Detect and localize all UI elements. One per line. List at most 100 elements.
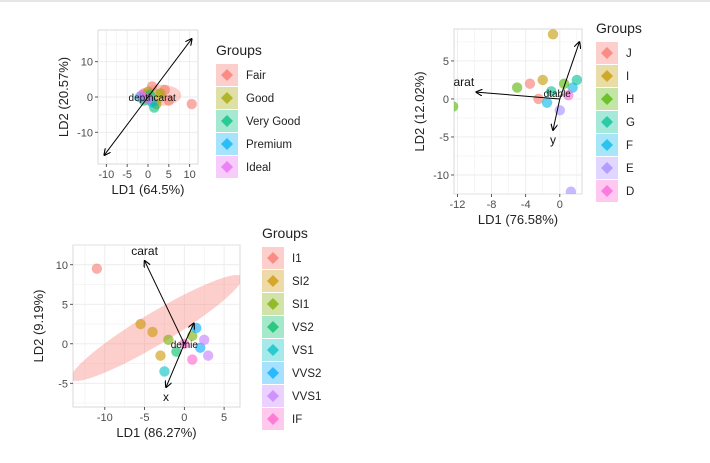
legend-label: SI2 — [292, 276, 309, 288]
data-point — [135, 318, 146, 330]
legend-diamond-icon — [267, 321, 279, 333]
x-tick-label: -12 — [449, 199, 465, 211]
legend-label: F — [626, 140, 633, 152]
data-point — [159, 366, 170, 377]
y-tick-label: 5 — [62, 299, 68, 311]
x-axis-title: LD1 (76.58%) — [478, 212, 558, 227]
y-tick-label: 10 — [56, 260, 68, 272]
axis-ticks: -10 -5 0 5 -5 0 5 10 — [56, 260, 227, 424]
x-tick-label: 0 — [145, 169, 151, 181]
loading-arrow-label: carat — [131, 244, 158, 258]
overlapping-variable-labels: depthcarat — [129, 93, 176, 104]
data-point — [571, 74, 582, 86]
x-tick-label: 5 — [166, 169, 172, 181]
data-point — [558, 78, 570, 89]
overlapping-variable-labels: dethie — [171, 340, 199, 351]
x-tick-label: -5 — [140, 412, 150, 424]
legend-label: VVS1 — [292, 391, 321, 403]
legend: Groups I1 SI2 SI1 VS2 VS1 VVS2 VVS1 IF — [262, 225, 321, 430]
data-point — [155, 350, 166, 361]
biplot-panel-3: carat x dethie -10 -5 0 5 -5 0 5 10 LD1 (86.27%) LD2… — [31, 225, 321, 440]
legend-label: H — [626, 94, 634, 106]
legend-diamond-icon — [221, 115, 233, 127]
y-axis-title: LD2 (20.57%) — [56, 57, 71, 137]
x-tick-label: -8 — [487, 199, 497, 211]
data-point — [199, 334, 210, 346]
y-tick-label: -5 — [439, 132, 449, 144]
y-tick-label: 0 — [62, 339, 68, 351]
data-layer — [454, 29, 582, 194]
loading-arrow — [104, 96, 149, 155]
loading-arrow — [166, 343, 185, 387]
data-point — [202, 350, 214, 361]
loading-arrow — [553, 98, 561, 130]
y-axis-title: LD2 (12.02%) — [412, 71, 427, 151]
legend-diamond-icon — [221, 161, 233, 173]
legend-diamond-icon — [601, 116, 613, 128]
data-point — [565, 186, 577, 194]
legend-label: IF — [292, 414, 302, 426]
legend-label: SI1 — [292, 299, 309, 311]
legend-label: VS2 — [292, 322, 314, 334]
legend-diamond-icon — [267, 252, 279, 264]
data-point — [191, 322, 202, 334]
data-point — [511, 82, 523, 93]
legend-diamond-icon — [267, 413, 279, 425]
group-ellipse-i1 — [73, 275, 240, 381]
x-tick-label: 10 — [184, 169, 196, 181]
data-point — [187, 354, 198, 365]
legend-label: Very Good — [246, 116, 300, 128]
loading-arrow-label: arat — [453, 75, 474, 89]
legend-label: G — [626, 117, 635, 129]
legend-diamond-icon — [601, 185, 613, 197]
loading-arrow-label: y — [550, 133, 556, 147]
grid-lines — [73, 244, 240, 407]
data-point — [163, 95, 175, 106]
data-point — [136, 90, 147, 101]
data-point — [547, 29, 559, 40]
data-point — [533, 93, 544, 105]
data-point — [541, 97, 553, 108]
data-point — [155, 88, 166, 99]
y-tick-label: -10 — [433, 170, 449, 182]
legend-diamond-icon — [601, 93, 613, 105]
data-point — [147, 326, 158, 338]
y-tick-label: 0 — [443, 94, 449, 106]
loading-arrow — [559, 42, 580, 100]
x-axis-title: LD1 (86.27%) — [116, 425, 196, 440]
legend-diamond-icon — [267, 367, 279, 379]
legend-diamond-icon — [267, 275, 279, 287]
grid-lines — [454, 29, 582, 195]
legend-label: Premium — [246, 139, 292, 151]
legend-title: Groups — [596, 20, 642, 36]
y-tick-label: 10 — [81, 57, 93, 69]
y-tick-label: 5 — [443, 56, 449, 68]
data-point — [91, 263, 103, 274]
data-point — [524, 78, 536, 89]
window-top-divider — [0, 0, 710, 2]
legend-diamond-icon — [601, 47, 613, 59]
legend-label: E — [626, 163, 634, 175]
data-layer — [73, 261, 240, 393]
legend-label: Ideal — [246, 162, 271, 174]
data-point — [537, 74, 548, 86]
x-tick-label: -5 — [122, 169, 132, 181]
legend-diamond-icon — [221, 92, 233, 104]
data-point — [563, 89, 574, 101]
data-point — [567, 82, 578, 93]
legend-diamond-icon — [267, 390, 279, 402]
legend-title: Groups — [262, 225, 308, 241]
y-tick-label: -10 — [77, 127, 93, 139]
legend-diamond-icon — [601, 70, 613, 82]
legend-label: Fair — [246, 70, 266, 82]
y-axis-title: LD2 (9.19%) — [31, 290, 46, 363]
loading-arrow-label: x — [163, 390, 169, 404]
y-tick-label: 0 — [87, 92, 93, 104]
legend-label: Good — [246, 93, 274, 105]
legend-label: VS1 — [292, 345, 314, 357]
data-point — [546, 86, 557, 97]
data-point — [195, 342, 206, 353]
